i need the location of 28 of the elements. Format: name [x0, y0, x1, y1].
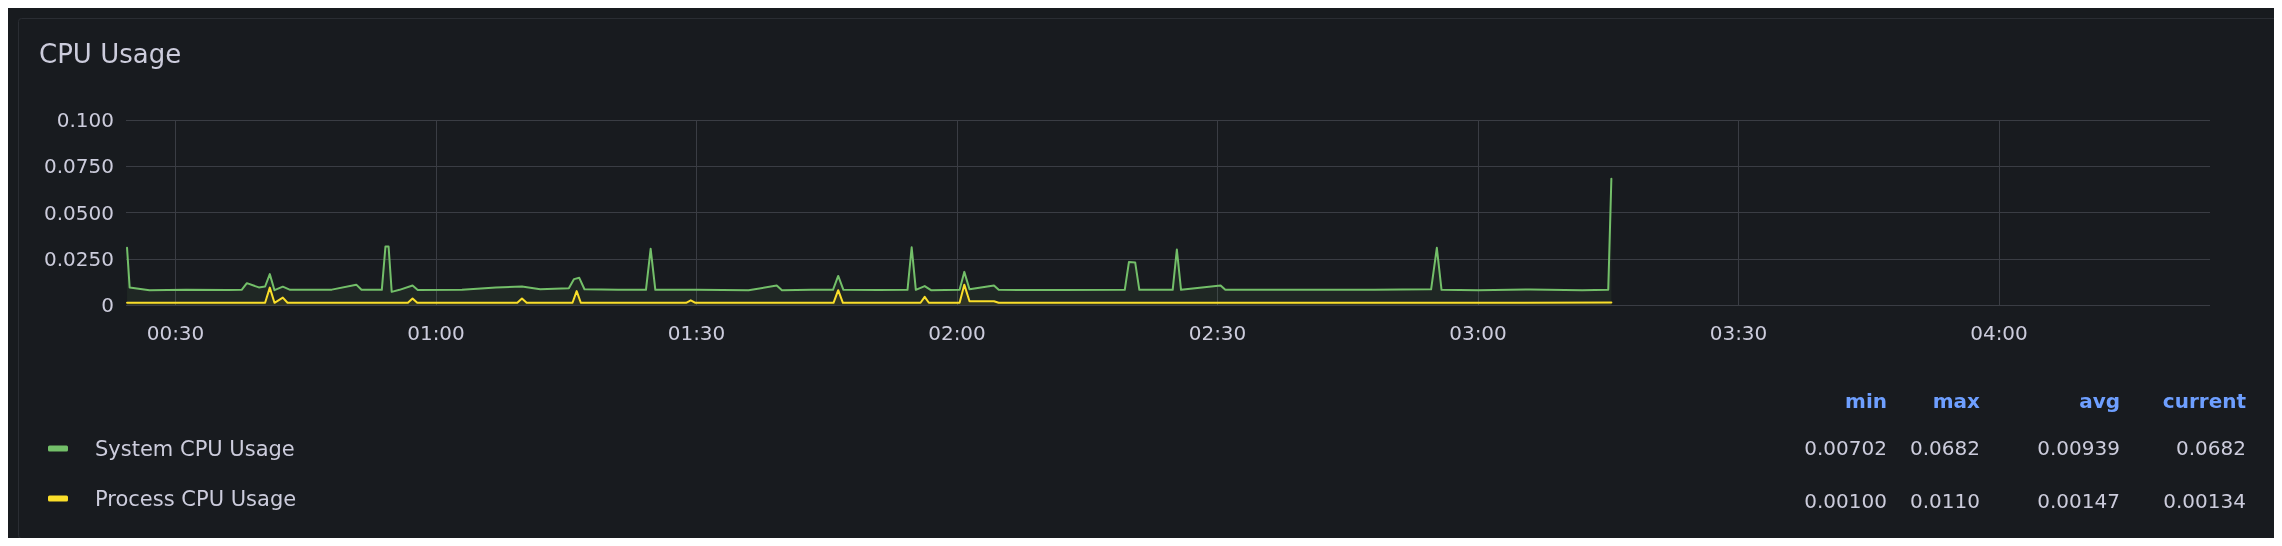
y-tick-label: 0.0750 [44, 154, 114, 179]
x-tick-label: 02:30 [1188, 321, 1247, 345]
x-tick-label: 01:30 [667, 321, 726, 345]
y-tick-label: 0 [101, 293, 114, 317]
text: 0.0682 [1910, 436, 1980, 460]
x-tick-label: 03:30 [1709, 321, 1768, 345]
x-tick-label: 04:00 [1970, 321, 2028, 345]
text: 0.00134 [2163, 489, 2246, 513]
chart-title: CPU Usage [39, 39, 182, 69]
text: current [2162, 389, 2247, 413]
y-tick-label: 0.0250 [44, 246, 114, 271]
text: max [1932, 389, 1981, 413]
text: 0.0110 [1910, 489, 1980, 513]
text: 0.00100 [1804, 489, 1887, 513]
text: 0.00702 [1804, 436, 1887, 460]
text: min [1845, 389, 1887, 413]
x-tick-label: 01:00 [407, 321, 465, 345]
text: avg [2079, 389, 2120, 413]
text: 0.0682 [2176, 436, 2246, 460]
x-tick-label: 03:00 [1449, 321, 1507, 345]
text: 0.00147 [2037, 489, 2120, 513]
text: 0.00939 [2037, 436, 2120, 460]
x-tick-label: 02:00 [928, 321, 986, 345]
legend-label: Process CPU Usage [95, 486, 297, 511]
y-tick-label: 0.100 [56, 108, 114, 132]
y-tick-label: 0.0500 [44, 200, 114, 225]
legend-label: System CPU Usage [95, 436, 295, 461]
x-tick-label: 00:30 [146, 321, 205, 345]
